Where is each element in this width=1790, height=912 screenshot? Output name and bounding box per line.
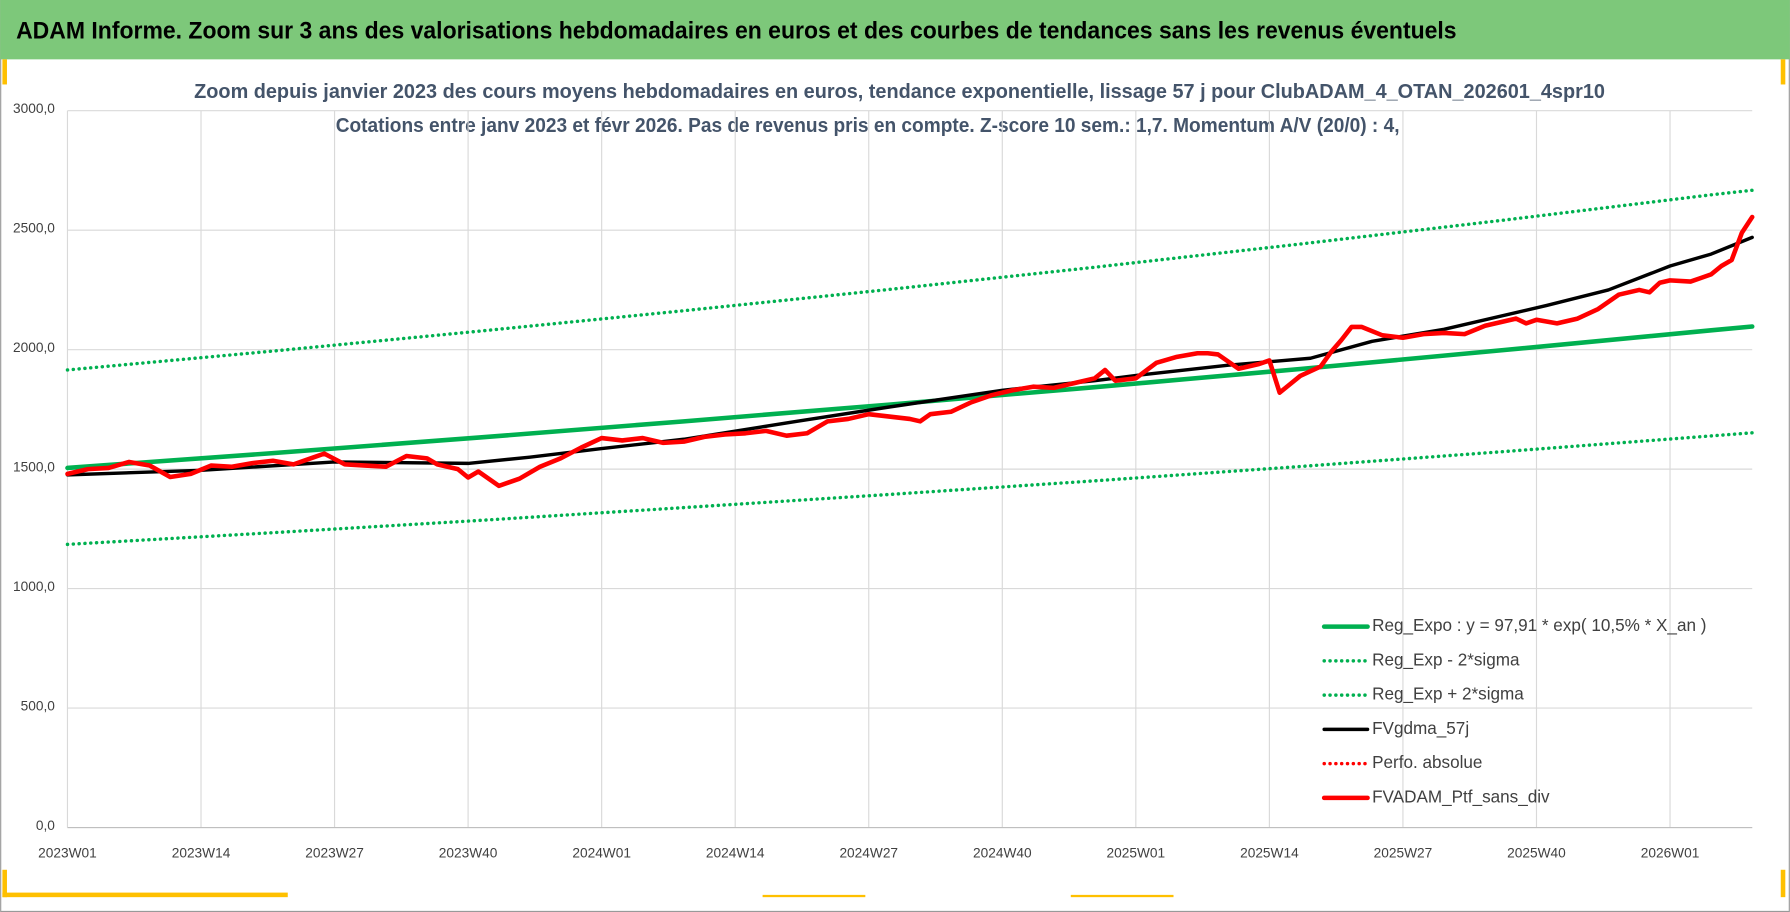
x-tick-label: 2025W27 — [1374, 845, 1433, 860]
header-band — [0, 0, 1790, 60]
y-tick-label: 500,0 — [21, 699, 56, 714]
accent — [1780, 869, 1786, 898]
accent — [1780, 59, 1786, 85]
series-line — [65, 431, 1754, 547]
x-tick-label: 2024W27 — [839, 845, 898, 860]
y-tick-label: 1500,0 — [13, 460, 55, 475]
x-tick-label: 2024W40 — [973, 845, 1032, 860]
x-tick-label: 2026W01 — [1641, 845, 1700, 860]
y-tick-label: 1000,0 — [13, 579, 55, 594]
header-title: ADAM Informe. Zoom sur 3 ans des valoris… — [16, 17, 1456, 44]
y-tick-label: 2000,0 — [13, 340, 55, 355]
series-line — [65, 235, 1754, 477]
accent — [2, 59, 7, 85]
y-tick-label: 3000,0 — [13, 101, 55, 116]
x-tick-label: 2023W14 — [172, 845, 231, 860]
x-tick-label: 2024W14 — [706, 845, 765, 860]
legend-label: Reg_Expo : y = 97,91 * exp( 10,5% * X_an… — [1372, 616, 1706, 635]
y-tick-label: 2500,0 — [13, 221, 55, 236]
legend-label: FVgdma_57j — [1372, 719, 1469, 738]
accent — [762, 894, 866, 898]
accent — [1070, 894, 1174, 898]
x-tick-label: 2025W40 — [1507, 845, 1566, 860]
legend-label: Reg_Exp + 2*sigma — [1372, 685, 1524, 704]
x-tick-label: 2023W27 — [305, 845, 364, 860]
y-tick-label: 0,0 — [36, 818, 55, 833]
series-line — [65, 188, 1754, 372]
x-tick-label: 2025W14 — [1240, 845, 1299, 860]
x-tick-label: 2024W01 — [572, 845, 631, 860]
legend-label: FVADAM_Ptf_sans_div — [1372, 787, 1550, 806]
chart-title: Zoom depuis janvier 2023 des cours moyen… — [194, 80, 1605, 103]
x-tick-label: 2025W01 — [1107, 845, 1166, 860]
x-tick-label: 2023W40 — [439, 845, 498, 860]
legend-label: Perfo. absolue — [1372, 753, 1482, 772]
accent — [2, 869, 7, 898]
series-line — [65, 214, 1755, 489]
x-tick-label: 2023W01 — [38, 845, 97, 860]
accent — [2, 892, 288, 898]
legend-label: Reg_Exp - 2*sigma — [1372, 650, 1520, 669]
chart-subtitle: Cotations entre janv 2023 et févr 2026. … — [336, 114, 1400, 137]
